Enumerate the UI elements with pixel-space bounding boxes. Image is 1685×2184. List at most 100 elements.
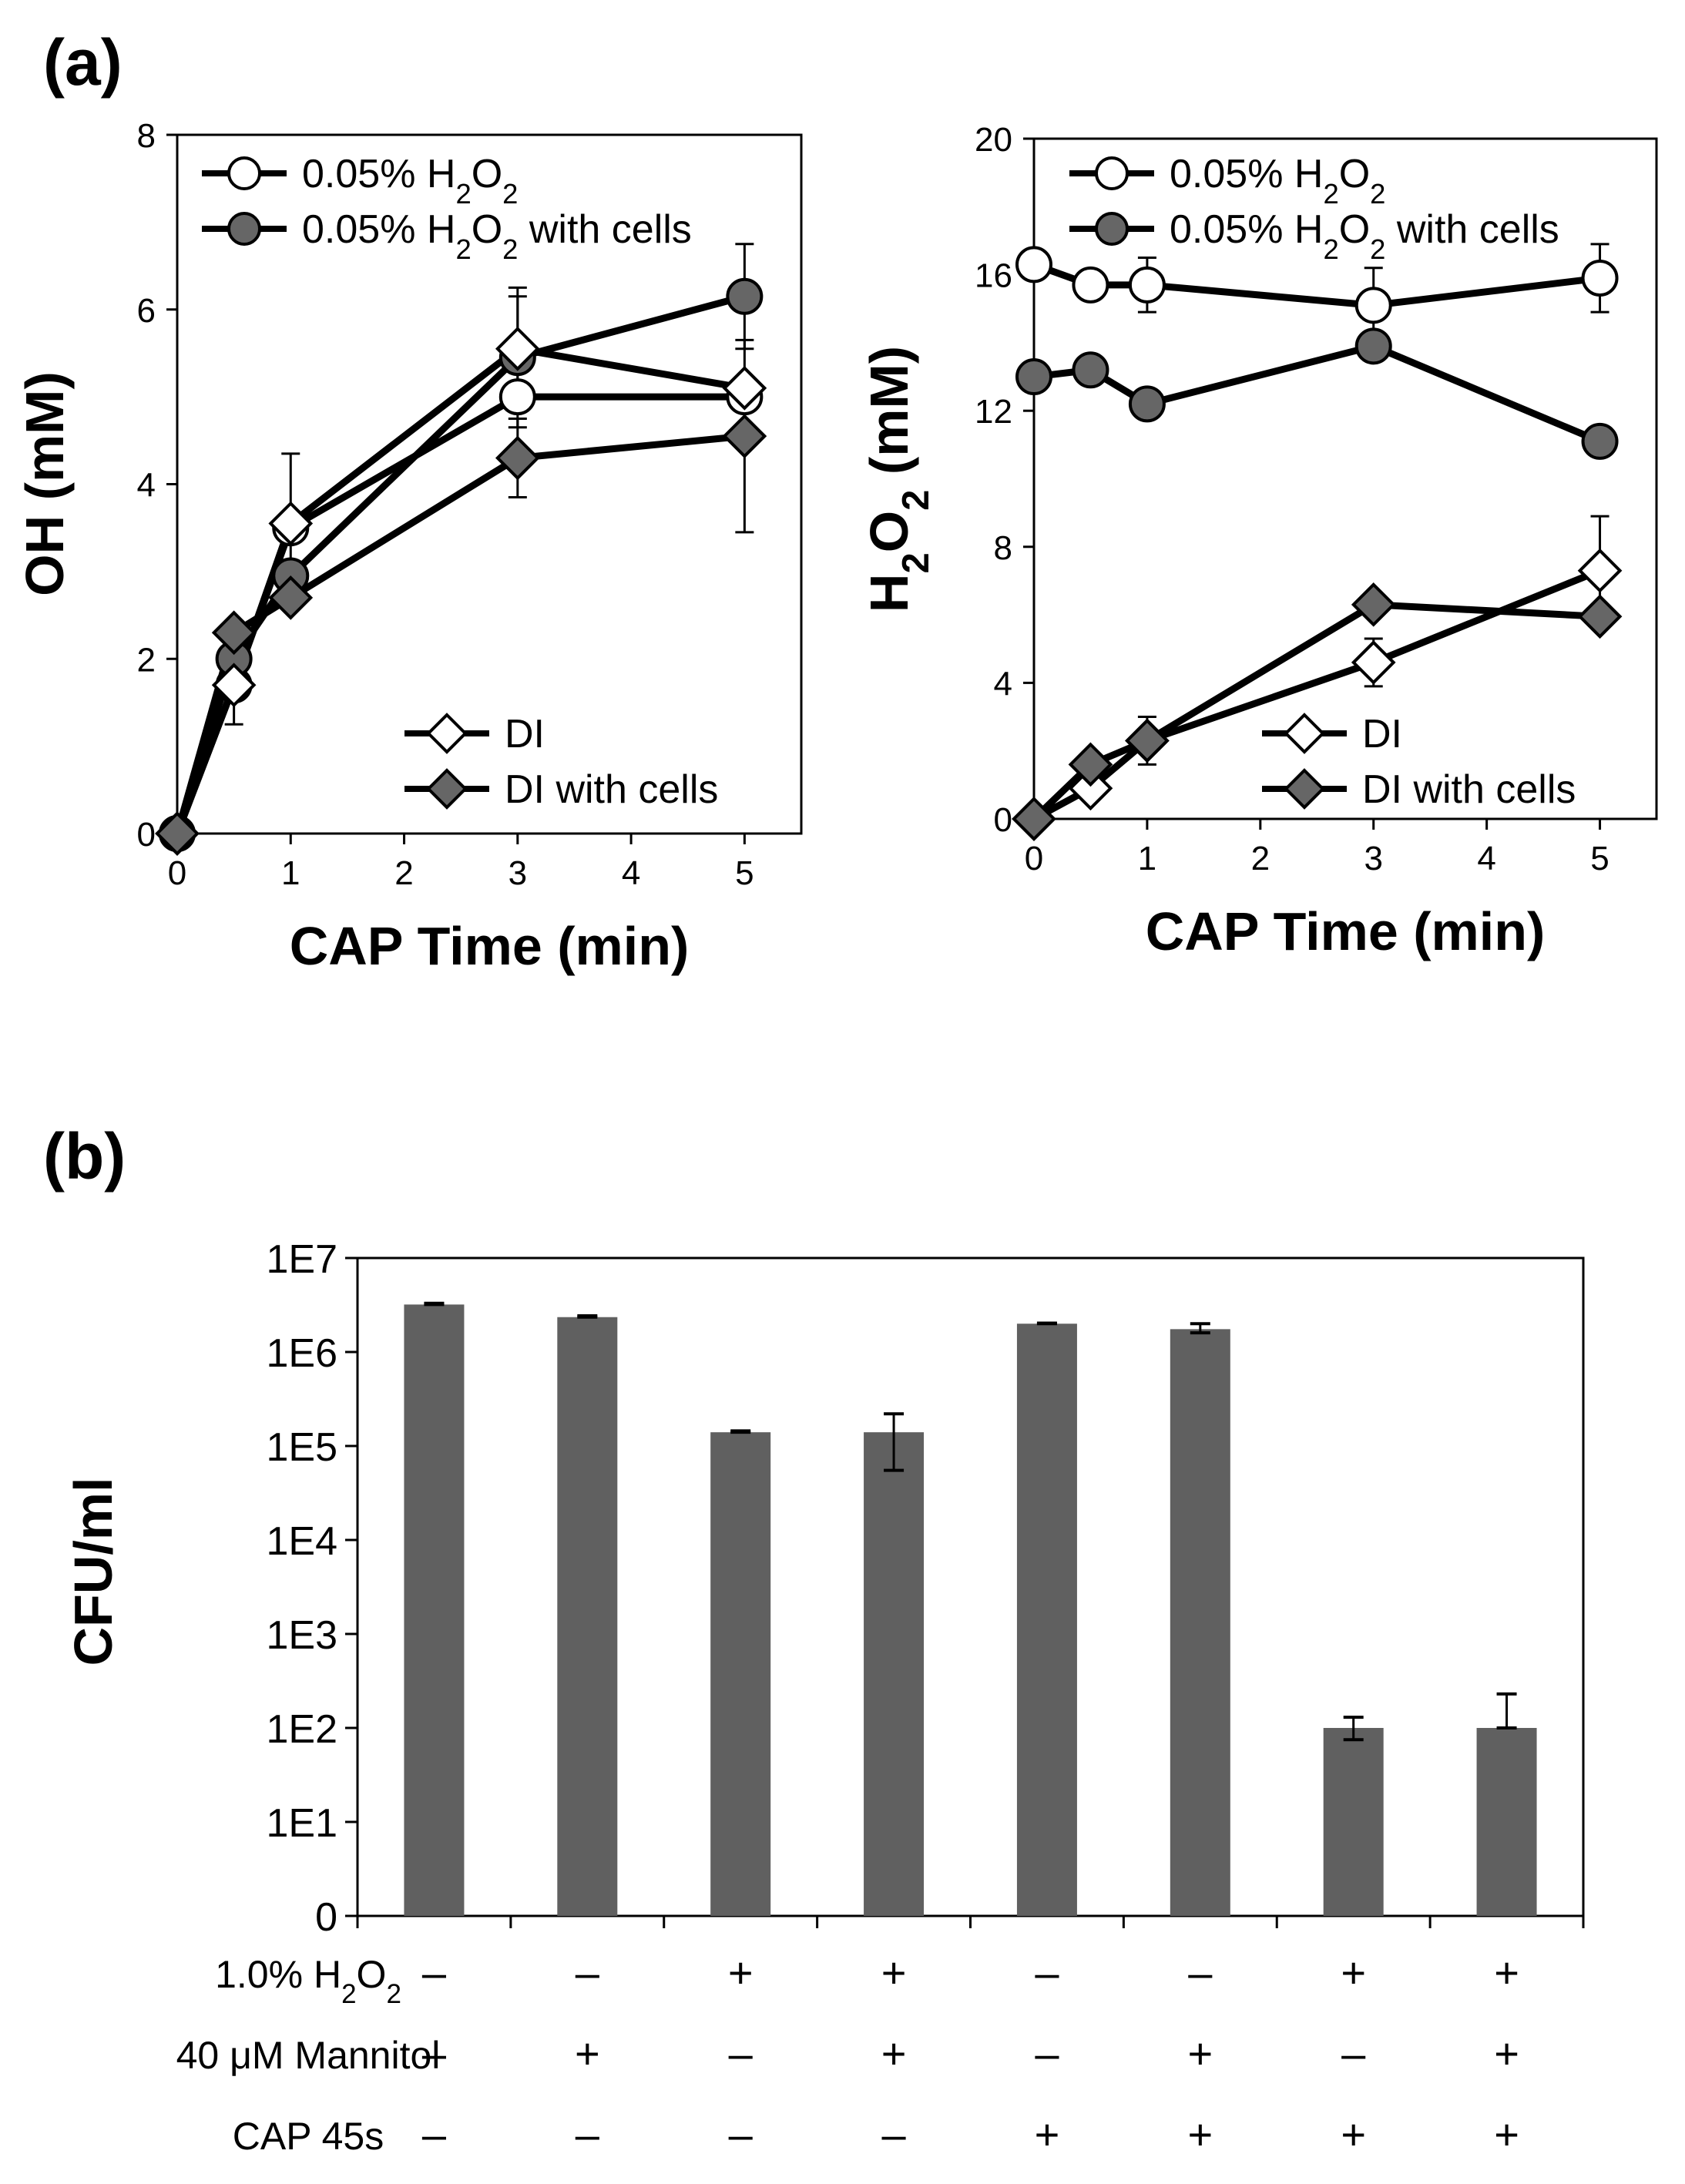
data-point xyxy=(1125,718,1170,763)
data-point xyxy=(1128,385,1166,423)
y-tick-label: 1E6 xyxy=(266,1331,337,1376)
condition-sign: + xyxy=(881,1948,907,1997)
data-point xyxy=(495,326,540,371)
condition-sign: + xyxy=(1035,2110,1060,2159)
x-tick-label: 4 xyxy=(1477,840,1495,877)
condition-sign: + xyxy=(1494,2110,1519,2159)
condition-sign: – xyxy=(576,2110,600,2159)
y-tick-label: 1E2 xyxy=(266,1707,337,1752)
y-tick-label: 4 xyxy=(994,665,1012,703)
data-point xyxy=(1015,246,1052,283)
x-tick-label: 3 xyxy=(509,854,527,892)
legend-marker xyxy=(227,212,261,246)
condition-sign: + xyxy=(881,2029,907,2078)
bar xyxy=(1476,1728,1537,1916)
condition-sign: + xyxy=(1187,2029,1213,2078)
data-point xyxy=(722,365,767,411)
legend-label: 0.05% H2O2 xyxy=(1170,152,1385,210)
y-tick-label: 12 xyxy=(975,393,1012,431)
series-line-0 xyxy=(1032,261,1601,309)
y-tick-label: 1E3 xyxy=(266,1613,337,1658)
x-tick-label: 1 xyxy=(281,854,300,892)
data-point xyxy=(1128,266,1166,304)
legend-label: DI xyxy=(505,712,545,757)
data-point xyxy=(495,435,540,481)
data-point xyxy=(1072,351,1109,389)
x-tick-label: 1 xyxy=(1138,840,1156,877)
data-point xyxy=(155,811,200,856)
data-point xyxy=(1068,742,1113,787)
data-point xyxy=(1012,797,1056,841)
condition-sign: + xyxy=(1341,2110,1366,2159)
data-point xyxy=(1577,548,1623,593)
x-axis-title: CAP Time (min) xyxy=(290,916,690,976)
bar xyxy=(404,1304,465,1916)
panel-label-a: (a) xyxy=(43,26,123,99)
y-tick-label: 1E7 xyxy=(266,1237,337,1282)
x-tick-label: 0 xyxy=(1025,840,1043,877)
y-tick-label: 8 xyxy=(994,529,1012,567)
condition-sign: – xyxy=(1035,2029,1059,2078)
series-line-1 xyxy=(1033,342,1602,445)
data-point xyxy=(1354,327,1392,365)
condition-sign: – xyxy=(1341,2029,1366,2078)
legend-marker xyxy=(426,713,468,754)
data-point xyxy=(1581,422,1619,460)
data-point xyxy=(211,663,257,708)
condition-sign: – xyxy=(729,2110,754,2159)
condition-sign: – xyxy=(422,2029,447,2078)
legend-marker xyxy=(1284,768,1325,810)
condition-sign: – xyxy=(1188,1948,1213,1997)
legend-label: DI with cells xyxy=(1362,767,1576,812)
x-tick-label: 2 xyxy=(394,854,413,892)
legend-label: DI with cells xyxy=(505,767,718,812)
condition-sign: – xyxy=(729,2029,754,2078)
x-tick-label: 5 xyxy=(735,854,754,892)
y-tick-label: 0 xyxy=(315,1895,337,1940)
data-point xyxy=(1351,640,1396,685)
data-point xyxy=(1581,260,1619,297)
y-tick-label: 0 xyxy=(994,801,1012,839)
y-tick-label: 1E1 xyxy=(266,1801,337,1846)
data-point xyxy=(1354,287,1392,324)
series-line-2 xyxy=(173,345,746,835)
data-point xyxy=(268,575,314,620)
condition-sign: + xyxy=(1494,2029,1519,2078)
series-line-1 xyxy=(173,293,746,835)
x-tick-label: 4 xyxy=(622,854,640,892)
bar xyxy=(710,1432,771,1916)
legend-marker xyxy=(227,156,261,190)
x-tick-label: 2 xyxy=(1251,840,1270,877)
condition-label: 40 μM Mannitol xyxy=(176,2034,441,2077)
condition-sign: – xyxy=(881,2110,906,2159)
condition-sign: – xyxy=(422,2110,447,2159)
condition-sign: – xyxy=(422,1948,447,1997)
bar xyxy=(1016,1323,1077,1916)
condition-sign: – xyxy=(1035,1948,1059,1997)
bar xyxy=(864,1432,925,1916)
y-axis-title: CFU/ml xyxy=(63,1478,123,1666)
legend-label: 0.05% H2O2 with cells xyxy=(1170,207,1559,265)
y-tick-label: 2 xyxy=(137,641,156,679)
data-point xyxy=(211,610,257,656)
condition-sign: – xyxy=(576,1948,600,1997)
x-tick-label: 0 xyxy=(168,854,186,892)
data-point xyxy=(1351,582,1396,627)
y-tick-label: 16 xyxy=(975,257,1012,295)
data-point xyxy=(498,378,536,416)
bar xyxy=(557,1317,618,1916)
panel-label-b: (b) xyxy=(43,1120,126,1193)
x-tick-label: 3 xyxy=(1364,840,1382,877)
y-tick-label: 6 xyxy=(137,292,156,330)
condition-sign: + xyxy=(1494,1948,1519,1997)
y-tick-label: 0 xyxy=(137,816,156,854)
data-point xyxy=(1015,358,1052,396)
x-axis-title: CAP Time (min) xyxy=(1146,901,1546,961)
y-tick-label: 1E5 xyxy=(266,1425,337,1470)
legend-marker xyxy=(1284,713,1325,754)
y-axis-title: OH (mM) xyxy=(15,371,75,596)
x-tick-label: 5 xyxy=(1590,840,1609,877)
y-tick-label: 8 xyxy=(137,117,156,155)
